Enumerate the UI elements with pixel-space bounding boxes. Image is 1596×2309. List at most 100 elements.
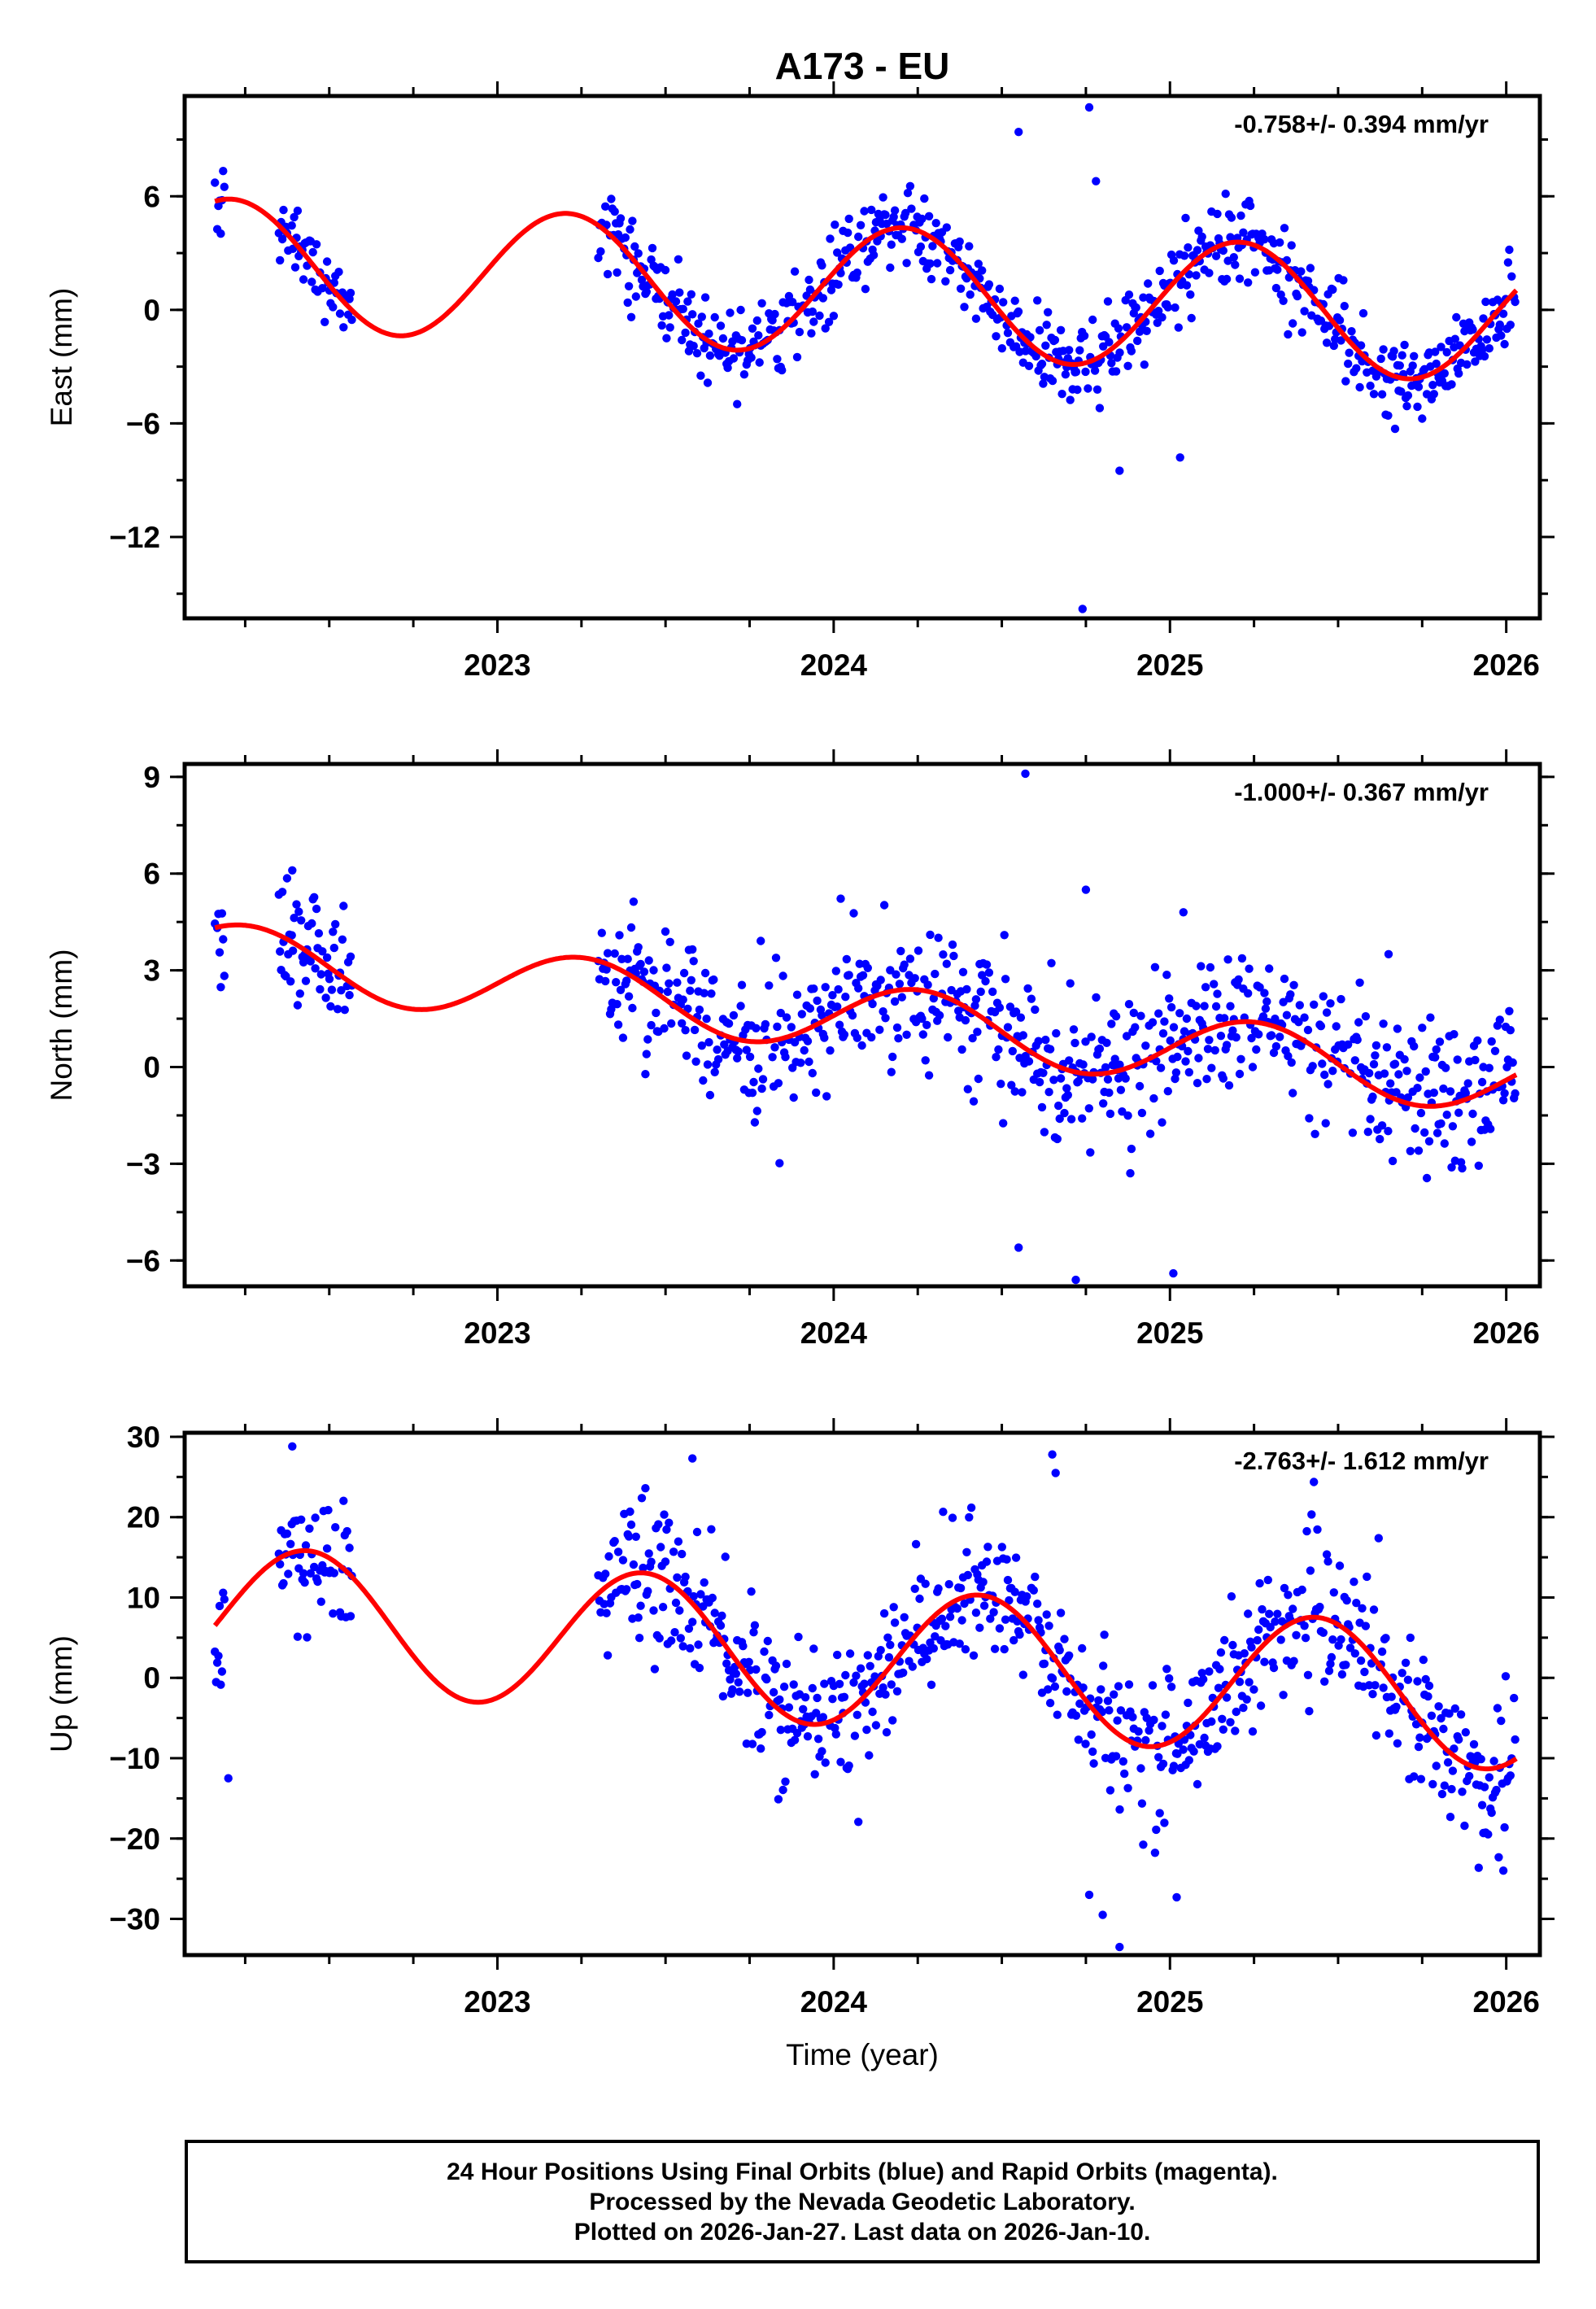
east-point-419 (1071, 367, 1081, 377)
east-point-729 (1485, 344, 1494, 353)
up-point-18 (286, 1539, 295, 1549)
east-point-323 (945, 265, 955, 275)
up-point-416 (1048, 1674, 1057, 1683)
east-point-727 (1481, 297, 1490, 307)
east-point-420 (1073, 385, 1082, 395)
north-point-353 (984, 968, 994, 977)
up-point-291 (887, 1680, 896, 1689)
north-point-468 (1129, 1008, 1139, 1018)
up-point-662 (1377, 1647, 1387, 1656)
north-point-216 (800, 1045, 809, 1055)
up-point-680 (1403, 1675, 1413, 1684)
north-point-759 (1081, 885, 1091, 894)
east-point-458 (1127, 347, 1136, 356)
north-point-307 (922, 1020, 931, 1030)
north-point-50 (327, 985, 337, 994)
east-point-137 (692, 349, 702, 358)
up-point-224 (799, 1704, 808, 1713)
up-point-7 (219, 1588, 228, 1597)
north-point-599 (1303, 1025, 1313, 1035)
up-point-266 (856, 1664, 866, 1673)
north-point-453 (1110, 1054, 1119, 1063)
north-point-58 (338, 935, 347, 945)
north-point-59 (339, 901, 348, 910)
east-point-584 (1293, 291, 1302, 301)
up-point-548 (1226, 1718, 1235, 1726)
east-point-750 (1511, 297, 1520, 307)
footer-box: 24 Hour Positions Using Final Orbits (bl… (185, 2140, 1540, 2263)
east-point-292 (902, 259, 911, 268)
east-frame (182, 94, 1542, 621)
up-point-752 (1497, 1716, 1506, 1726)
footer-line-3: Plotted on 2026-Jan-27. Last data on 202… (573, 2218, 1151, 2246)
east-point-264 (867, 205, 876, 215)
east-point-500 (1184, 243, 1193, 252)
north-point-650 (1376, 1134, 1385, 1144)
north-point-485 (1154, 1009, 1163, 1018)
north-point-462 (1122, 1032, 1132, 1041)
up-point-726 (1465, 1771, 1474, 1781)
north-point-117 (663, 987, 672, 997)
east-point-61 (594, 253, 603, 263)
up-point-292 (888, 1716, 897, 1725)
east-point-237 (831, 220, 839, 229)
north-point-644 (1368, 1092, 1377, 1102)
east-point-233 (826, 234, 835, 243)
up-point-28 (299, 1569, 308, 1578)
east-point-185 (757, 299, 766, 308)
north-point-204 (781, 1053, 790, 1062)
up-point-352 (965, 1512, 974, 1522)
east-point-218 (805, 275, 813, 285)
north-point-116 (662, 963, 671, 972)
north-point-415 (1063, 1090, 1073, 1100)
up-point-500 (1162, 1665, 1171, 1674)
up-point-746 (1489, 1757, 1498, 1766)
up-point-239 (818, 1747, 826, 1756)
east-point-274 (879, 193, 887, 202)
up-point-181 (744, 1657, 753, 1666)
up-point-763 (1511, 1735, 1520, 1744)
north-point-567 (1261, 1004, 1271, 1013)
north-point-685 (1421, 1067, 1430, 1076)
up-point-337 (945, 1613, 955, 1622)
north-point-142 (699, 1076, 708, 1085)
north-point-30 (301, 976, 311, 985)
north-point-672 (1402, 1067, 1411, 1076)
east-point-451 (1115, 348, 1124, 357)
east-point-295 (907, 204, 916, 213)
east-point-499 (1182, 281, 1192, 290)
north-point-761 (1384, 949, 1393, 959)
up-point-429 (1065, 1651, 1074, 1661)
east-point-450 (1114, 324, 1123, 333)
north-point-63 (345, 990, 354, 1000)
up-point-715 (1448, 1766, 1458, 1775)
up-point-766 (688, 1454, 697, 1463)
north-point-370 (1007, 1080, 1016, 1089)
north-point-7 (220, 971, 229, 980)
up-point-354 (966, 1503, 976, 1512)
east-point-165 (729, 354, 739, 363)
up-point-36 (311, 1513, 320, 1522)
north-frame (182, 762, 1542, 1289)
up-point-8 (220, 1595, 229, 1604)
up-point-647 (1358, 1604, 1367, 1613)
north-point-332 (957, 1045, 966, 1054)
north-point-764 (1014, 1243, 1023, 1252)
up-point-160 (718, 1691, 728, 1701)
north-point-428 (1079, 1060, 1088, 1069)
up-point-541 (1215, 1665, 1224, 1674)
east-point-633 (1358, 308, 1368, 318)
east-point-445 (1107, 359, 1116, 368)
north-point-149 (707, 989, 716, 998)
north-point-5 (217, 909, 227, 918)
east-point-197 (773, 355, 782, 364)
up-point-140 (694, 1640, 703, 1649)
north-point-41 (314, 929, 324, 938)
up-point-96 (637, 1494, 647, 1503)
up-point-586 (1276, 1635, 1285, 1644)
north-point-91 (628, 1003, 637, 1013)
north-point-611 (1321, 1119, 1330, 1128)
up-point-4 (215, 1601, 225, 1611)
east-ytick-label: 6 (143, 180, 160, 213)
north-point-19 (287, 931, 296, 940)
